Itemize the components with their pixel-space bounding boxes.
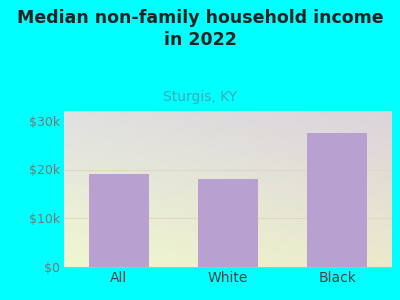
Bar <box>89 174 149 267</box>
Text: Median non-family household income
in 2022: Median non-family household income in 20… <box>17 9 383 49</box>
Bar <box>198 179 258 267</box>
Bar <box>307 133 368 267</box>
Text: Sturgis, KY: Sturgis, KY <box>163 90 237 104</box>
